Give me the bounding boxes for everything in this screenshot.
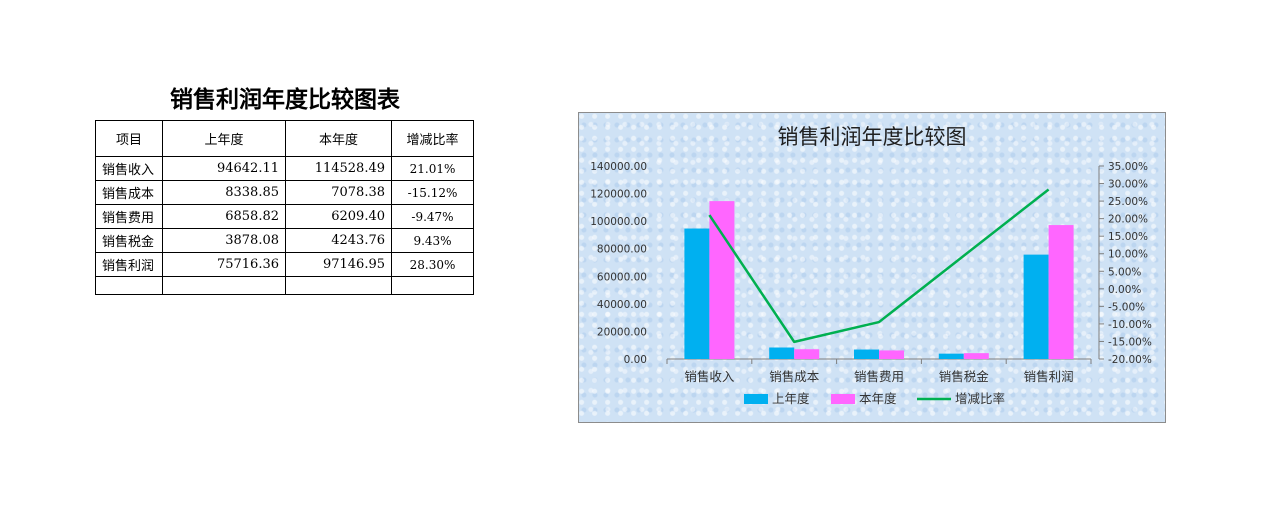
cell-prev: 6858.82 bbox=[162, 204, 286, 229]
x-tick-label: 销售费用 bbox=[854, 369, 904, 384]
header-curr-year: 本年度 bbox=[285, 120, 392, 157]
chart-legend: 上年度 本年度 增减比率 bbox=[744, 391, 1005, 406]
legend-label: 本年度 bbox=[859, 391, 897, 406]
cell-empty bbox=[285, 276, 392, 295]
cell-item: 销售税金 bbox=[95, 228, 163, 253]
header-prev-year: 上年度 bbox=[162, 120, 286, 157]
cell-prev: 94642.11 bbox=[162, 156, 286, 181]
y2-tick-label: 15.00% bbox=[1108, 231, 1148, 243]
table-row-empty bbox=[95, 276, 474, 295]
line-series bbox=[708, 188, 1050, 344]
table-row: 销售收入 94642.11 114528.49 21.01% bbox=[95, 156, 474, 181]
cell-curr: 4243.76 bbox=[285, 228, 392, 253]
y-tick-label: 40000.00 bbox=[597, 299, 647, 311]
cell-curr: 6209.40 bbox=[285, 204, 392, 229]
bar bbox=[769, 347, 795, 359]
table-row: 销售成本 8338.85 7078.38 -15.12% bbox=[95, 180, 474, 205]
table-row: 销售费用 6858.82 6209.40 -9.47% bbox=[95, 204, 474, 229]
y2-tick-label: -5.00% bbox=[1108, 301, 1145, 313]
header-change-rate: 增减比率 bbox=[391, 120, 474, 157]
table-header-row: 项目 上年度 本年度 增减比率 bbox=[95, 120, 474, 157]
cell-empty bbox=[391, 276, 474, 295]
table-row: 销售利润 75716.36 97146.95 28.30% bbox=[95, 252, 474, 277]
x-tick-label: 销售税金 bbox=[939, 369, 990, 384]
legend-label: 上年度 bbox=[772, 391, 810, 406]
table-title: 销售利润年度比较图表 bbox=[170, 86, 400, 113]
y-tick-label: 100000.00 bbox=[590, 216, 647, 228]
cell-curr: 7078.38 bbox=[285, 180, 392, 205]
y2-tick-label: 10.00% bbox=[1108, 249, 1148, 261]
bar bbox=[854, 349, 879, 359]
cell-rate: -15.12% bbox=[391, 180, 474, 205]
series-line bbox=[708, 188, 1050, 344]
legend-swatch bbox=[744, 394, 768, 404]
bar bbox=[938, 353, 964, 359]
legend-label: 增减比率 bbox=[955, 391, 1005, 406]
legend-swatch bbox=[831, 394, 855, 404]
cell-empty bbox=[162, 276, 286, 295]
y2-tick-label: 0.00% bbox=[1108, 284, 1141, 296]
y2-tick-label: 25.00% bbox=[1108, 196, 1148, 208]
table-row: 销售税金 3878.08 4243.76 9.43% bbox=[95, 228, 474, 253]
y-tick-label: 60000.00 bbox=[597, 271, 647, 283]
cell-rate: 21.01% bbox=[391, 156, 474, 181]
bar bbox=[879, 350, 904, 359]
header-item: 项目 bbox=[95, 120, 163, 157]
y-tick-label: 80000.00 bbox=[597, 244, 647, 256]
cell-rate: -9.47% bbox=[391, 204, 474, 229]
cell-rate: 9.43% bbox=[391, 228, 474, 253]
data-table: 项目 上年度 本年度 增减比率 销售收入 94642.11 114528.49 … bbox=[95, 120, 474, 295]
cell-prev: 3878.08 bbox=[162, 228, 286, 253]
y-tick-label: 140000.00 bbox=[590, 161, 647, 173]
cell-curr: 114528.49 bbox=[285, 156, 392, 181]
bar bbox=[1023, 254, 1049, 359]
y2-tick-label: -10.00% bbox=[1108, 319, 1152, 331]
bar bbox=[794, 349, 820, 359]
cell-prev: 8338.85 bbox=[162, 180, 286, 205]
cell-item: 销售费用 bbox=[95, 204, 163, 229]
y2-tick-label: 30.00% bbox=[1108, 179, 1148, 191]
y-tick-label: 20000.00 bbox=[597, 326, 647, 338]
y2-tick-label: -15.00% bbox=[1108, 336, 1152, 348]
bar bbox=[709, 201, 735, 359]
y-tick-label: 120000.00 bbox=[590, 189, 647, 201]
cell-rate: 28.30% bbox=[391, 252, 474, 277]
x-tick-label: 销售成本 bbox=[769, 369, 820, 384]
y2-tick-label: 20.00% bbox=[1108, 214, 1148, 226]
cell-item: 销售成本 bbox=[95, 180, 163, 205]
y-tick-label: 0.00 bbox=[624, 354, 647, 366]
cell-item: 销售利润 bbox=[95, 252, 163, 277]
bar bbox=[684, 228, 710, 359]
chart-area: 销售利润年度比较图 0.00 20000.00 40000.00 60000.00 80… bbox=[578, 112, 1166, 423]
bar-series bbox=[684, 201, 1074, 359]
x-tick-label: 销售利润 bbox=[1024, 369, 1074, 384]
cell-empty bbox=[95, 276, 163, 295]
chart-title: 销售利润年度比较图 bbox=[778, 125, 967, 149]
bar bbox=[1048, 225, 1074, 359]
cell-prev: 75716.36 bbox=[162, 252, 286, 277]
x-tick-label: 销售收入 bbox=[684, 369, 735, 384]
bar bbox=[963, 353, 989, 359]
y2-tick-label: 35.00% bbox=[1108, 161, 1148, 173]
y2-tick-label: 5.00% bbox=[1108, 266, 1141, 278]
cell-item: 销售收入 bbox=[95, 156, 163, 181]
cell-curr: 97146.95 bbox=[285, 252, 392, 277]
y2-tick-label: -20.00% bbox=[1108, 354, 1152, 366]
combo-chart: 销售利润年度比较图 0.00 20000.00 40000.00 60000.00 80… bbox=[590, 125, 1152, 406]
